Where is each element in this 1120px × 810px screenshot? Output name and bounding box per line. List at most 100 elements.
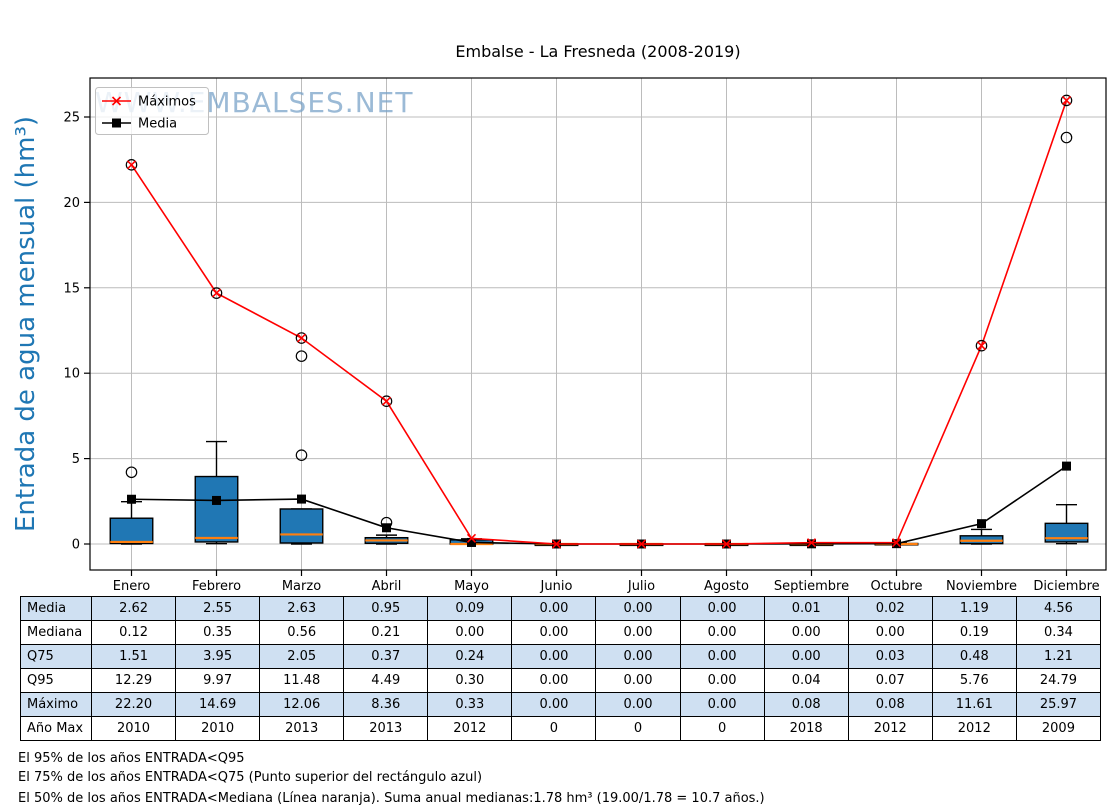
x-tick-label: Diciembre	[1033, 579, 1099, 594]
boxplot	[1044, 131, 1089, 545]
outlier-circle	[1060, 131, 1073, 144]
row-label: Media	[20, 596, 92, 621]
table-cell: 0.00	[679, 620, 765, 645]
x-tick-label: Enero	[113, 579, 151, 594]
table-cell: 0.34	[1015, 620, 1102, 645]
media-marker	[1062, 461, 1071, 471]
table-cell: 0.00	[679, 644, 765, 669]
table-cell: 12.06	[259, 692, 345, 717]
table-cell: 0.00	[511, 692, 597, 717]
boxplot	[194, 440, 239, 545]
max-x-marker	[466, 533, 477, 543]
table-cell: 0.00	[679, 692, 765, 717]
row-label: Mediana	[20, 620, 92, 645]
table-cell: 0.08	[847, 692, 933, 717]
table-cell: 0.00	[847, 620, 933, 645]
x-tick-label: Julio	[627, 579, 655, 594]
footnote: El 75% de los años ENTRADA<Q75 (Punto su…	[18, 770, 483, 785]
table-cell: 2013	[259, 716, 345, 741]
outlier-circle	[295, 350, 308, 362]
table-cell: 4.56	[1015, 596, 1102, 621]
media-marker	[127, 494, 136, 504]
table-cell: 12.29	[90, 668, 177, 693]
footnote: El 50% de los años ENTRADA<Mediana (Líne…	[18, 791, 765, 806]
gridlines	[90, 78, 1106, 570]
table-cell: 0.33	[427, 692, 513, 717]
table-cell: 0	[511, 716, 597, 741]
table-cell: 2018	[763, 716, 849, 741]
legend-square-marker-icon	[112, 118, 121, 128]
table-cell: 11.61	[931, 692, 1017, 717]
table-cell: 0.04	[763, 668, 849, 693]
x-tick-label: Agosto	[704, 579, 749, 594]
max-outlier-circle	[1060, 94, 1073, 107]
table-cell: 0.09	[427, 596, 513, 621]
boxplot	[109, 466, 154, 545]
max-outlier-circle	[295, 332, 308, 344]
y-tick-label: 5	[72, 452, 80, 467]
boxplot	[959, 528, 1004, 545]
x-tick-label: Mayo	[454, 579, 489, 594]
table-cell: 2010	[90, 716, 177, 741]
table-cell: 0.30	[427, 668, 513, 693]
x-tick-label: Marzo	[282, 579, 321, 594]
table-cell: 0.01	[763, 596, 849, 621]
media-marker	[807, 539, 816, 549]
max-x-marker	[721, 539, 732, 549]
box	[279, 508, 324, 544]
table-cell: 24.79	[1015, 668, 1102, 693]
table-cell: 0.00	[511, 668, 597, 693]
table-row: Máximo 22.20 14.69 12.06 8.36 0.33 0.00 0.00 0.0…	[20, 692, 1102, 717]
table-cell: 0.48	[931, 644, 1017, 669]
max-outlier-circle	[380, 395, 393, 408]
box	[194, 475, 239, 543]
plot-border	[89, 77, 1107, 571]
y-tick-label: 0	[72, 538, 80, 553]
box	[109, 517, 154, 545]
table-cell: 25.97	[1015, 692, 1102, 717]
row-label: Q75	[20, 644, 92, 669]
table-cell: 3.95	[175, 644, 261, 669]
table-cell: 11.48	[259, 668, 345, 693]
row-label: Q95	[20, 668, 92, 693]
table-cell: 2012	[931, 716, 1017, 741]
table-cell: 8.36	[343, 692, 429, 717]
table-cell: 0.24	[427, 644, 513, 669]
table-cell: 0.00	[595, 692, 681, 717]
x-tick-label: Abril	[372, 579, 402, 594]
legend-item-media: Media	[138, 117, 177, 132]
table-cell: 0.00	[427, 620, 513, 645]
outlier-circle	[125, 466, 138, 479]
table-cell: 0.21	[343, 620, 429, 645]
table-cell: 5.76	[931, 668, 1017, 693]
legend-item-maximos: Máximos	[138, 95, 196, 110]
table-cell: 0.00	[511, 644, 597, 669]
max-x-marker	[551, 539, 562, 549]
max-outlier-circle	[210, 287, 223, 299]
table-cell: 0.00	[595, 644, 681, 669]
table-cell: 2.63	[259, 596, 345, 621]
row-label: Máximo	[20, 692, 92, 717]
chart-title: Embalse - La Fresneda (2008-2019)	[455, 42, 740, 61]
max-x-marker	[211, 288, 222, 298]
x-tick-label: Noviembre	[946, 579, 1017, 594]
plot-content	[109, 94, 1089, 549]
table-cell: 22.20	[90, 692, 177, 717]
table-cell: 0.00	[679, 596, 765, 621]
max-outlier-circle	[975, 339, 988, 352]
max-x-marker	[976, 341, 987, 351]
table-cell: 2.55	[175, 596, 261, 621]
max-x-marker	[891, 538, 902, 548]
media-marker	[467, 537, 476, 547]
table-cell: 0.00	[679, 668, 765, 693]
table-row: Año Max 2010 2010 2013 2013 2012 0 0 0 2018 2012 20…	[20, 716, 1102, 741]
table-cell: 0.56	[259, 620, 345, 645]
table-cell: 0.03	[847, 644, 933, 669]
table-cell: 0.95	[343, 596, 429, 621]
max-x-marker	[296, 333, 307, 343]
maximos-line	[130, 100, 1068, 545]
max-x-marker	[806, 538, 817, 548]
legend-x-marker-icon	[111, 96, 122, 106]
